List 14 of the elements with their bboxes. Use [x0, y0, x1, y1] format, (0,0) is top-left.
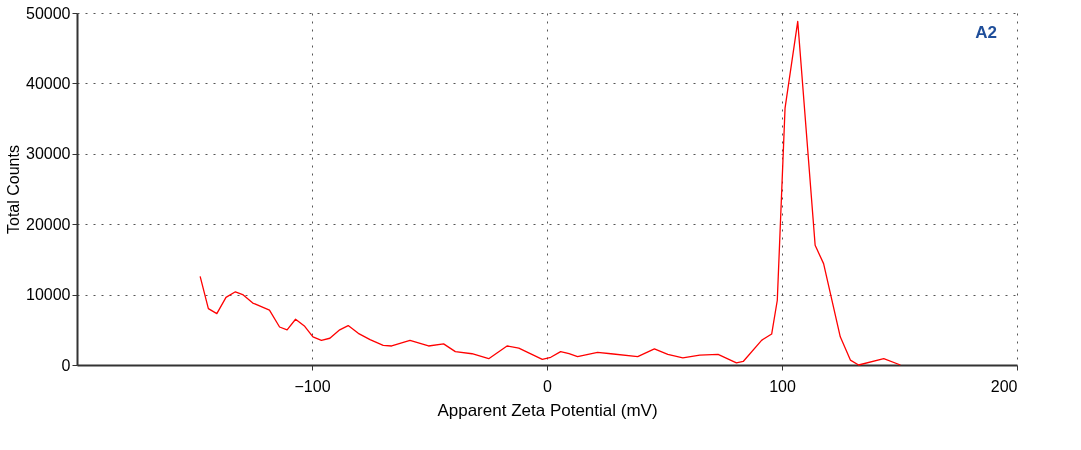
y-tick-label: 50000: [26, 4, 71, 22]
x-axis-title: Apparent Zeta Potential (mV): [437, 400, 658, 420]
y-tick-label: 20000: [26, 215, 71, 233]
y-tick-label: 10000: [26, 286, 71, 304]
y-axis-title: Total Counts: [5, 145, 23, 234]
annotation: A2: [975, 23, 997, 42]
y-tick-label: 0: [61, 356, 71, 374]
y-tick-label: 30000: [26, 145, 71, 163]
line-series: [199, 20, 902, 366]
x-tick-label: −100: [294, 377, 331, 395]
x-tick-label: 0: [543, 377, 553, 395]
x-tick-label: 100: [769, 377, 796, 395]
y-tick-label: 40000: [26, 74, 71, 92]
x-tick-label: 200: [990, 377, 1018, 395]
